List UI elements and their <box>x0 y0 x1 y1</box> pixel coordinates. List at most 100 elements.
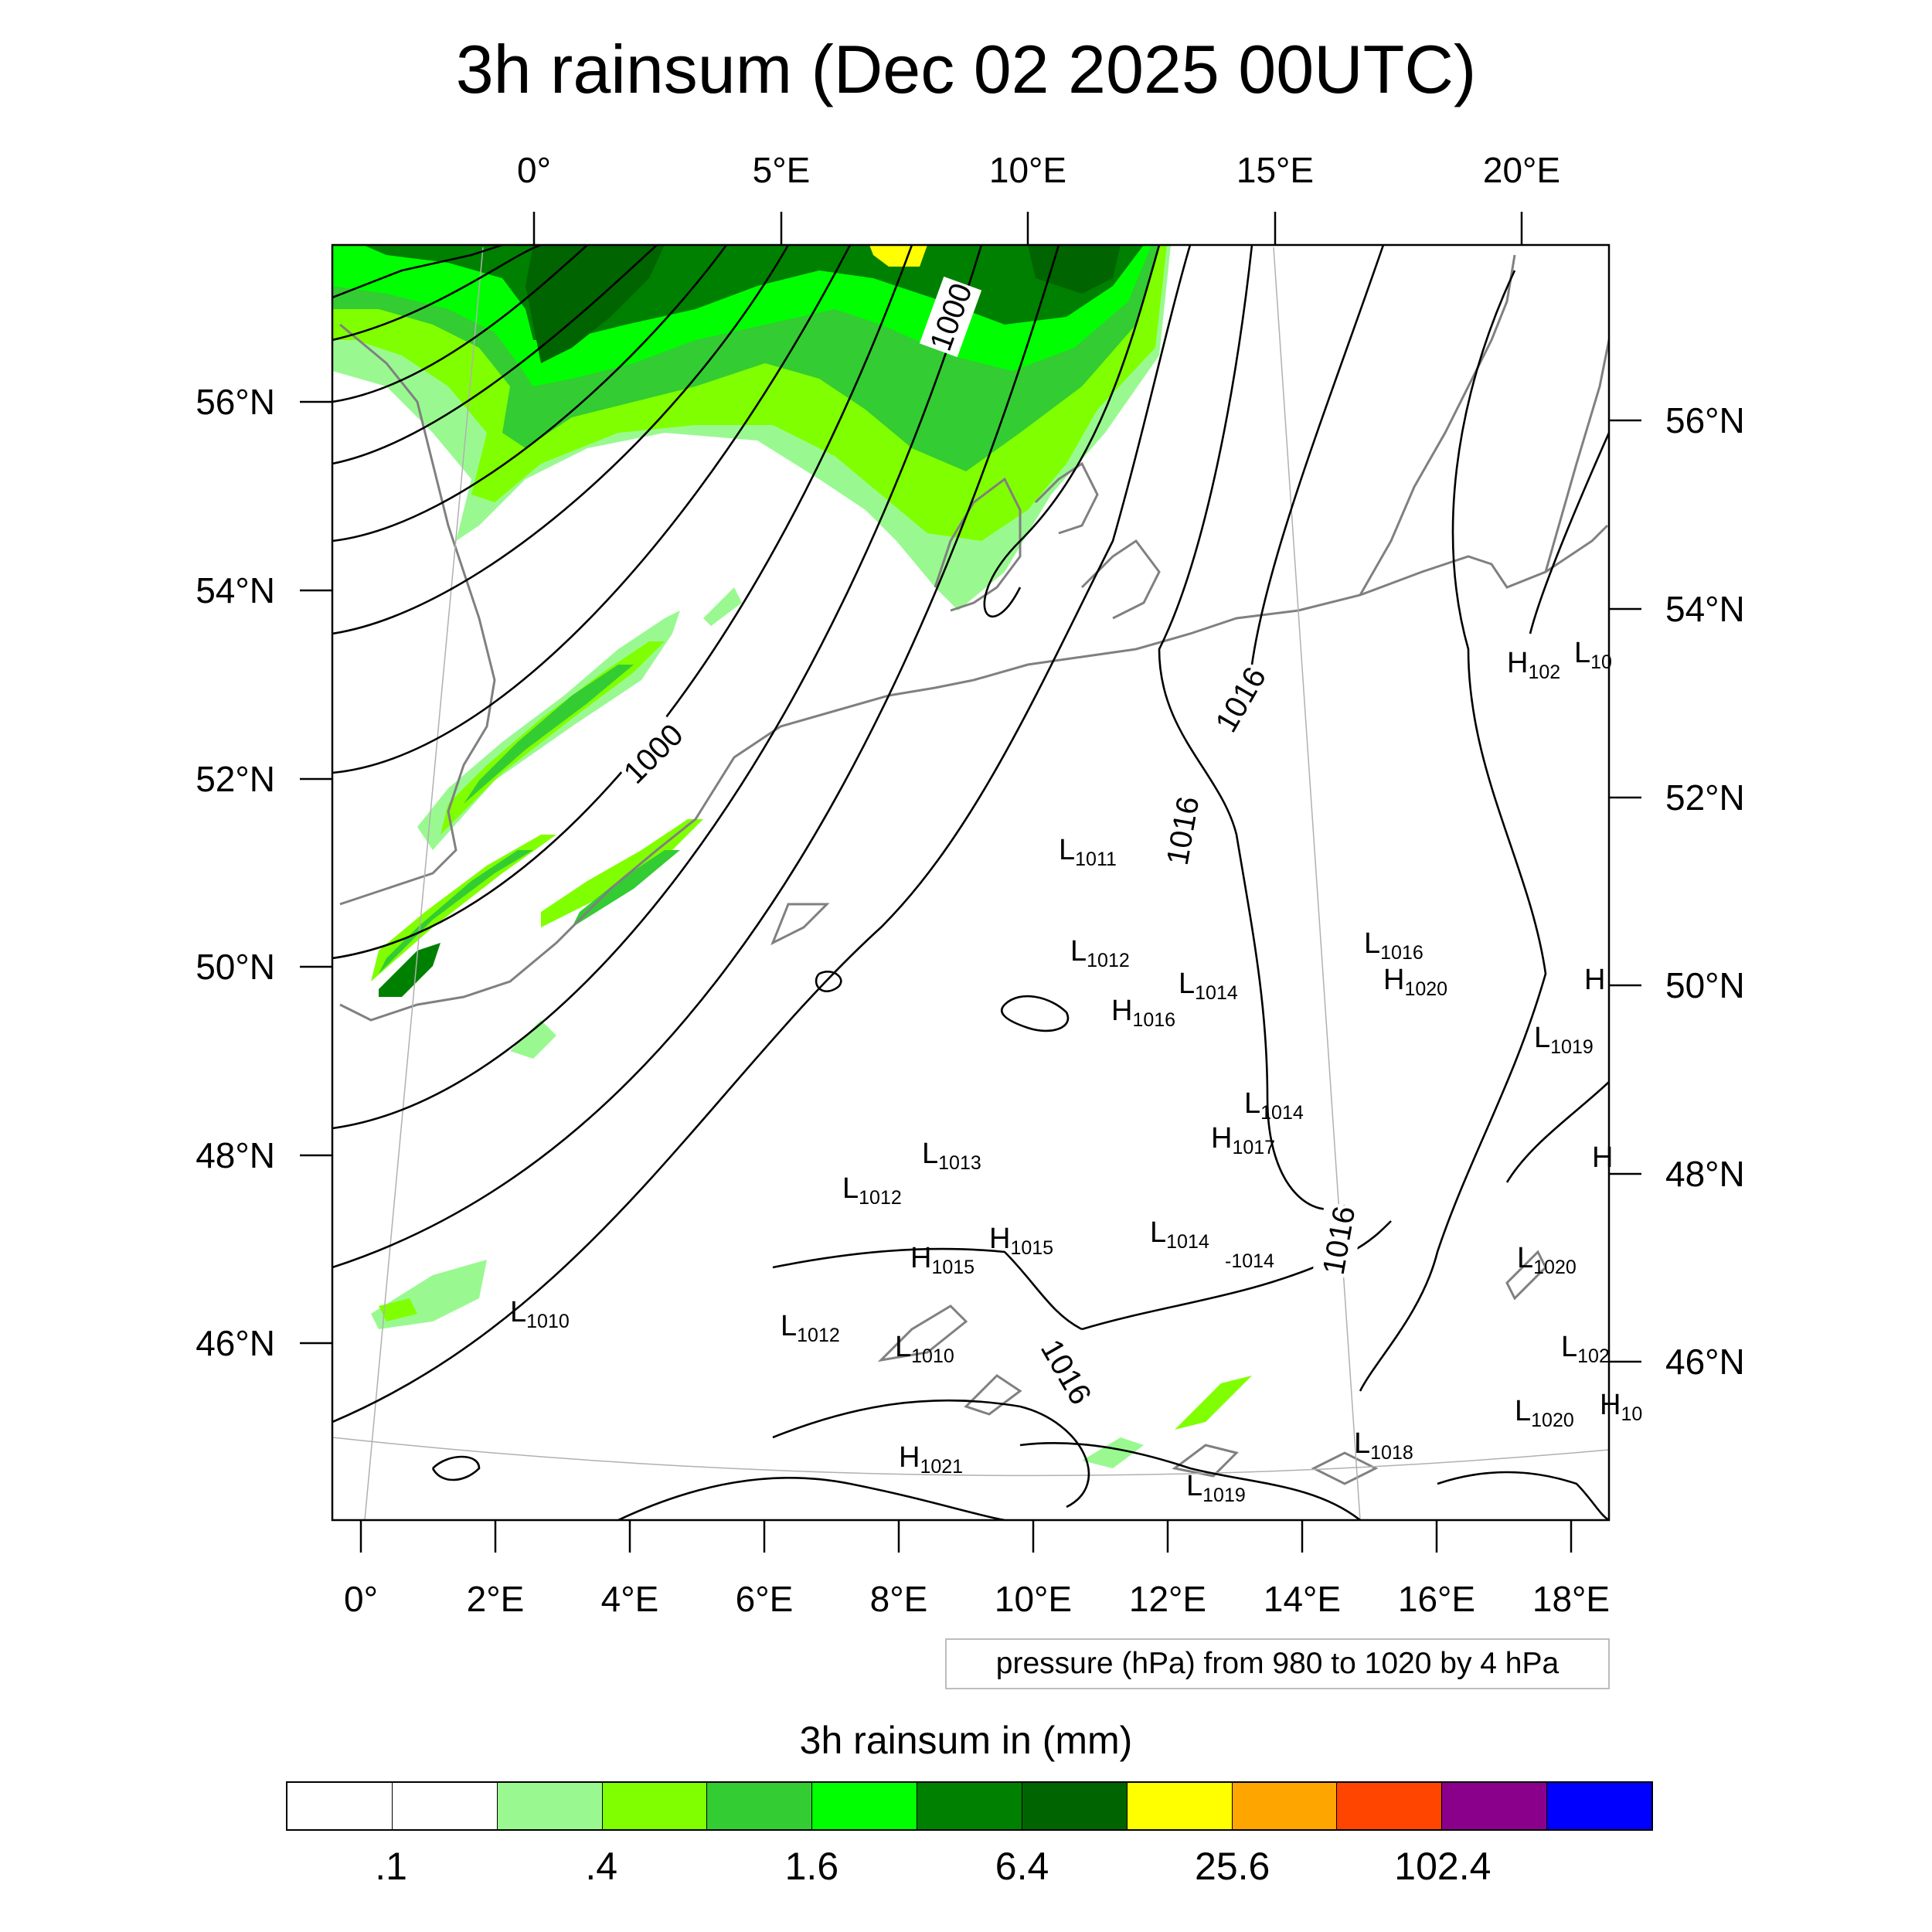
isobar <box>332 245 1060 1269</box>
isobar <box>332 245 588 403</box>
rain-area <box>510 1020 556 1059</box>
pressure-center-type: H <box>1111 995 1132 1027</box>
rain-area <box>572 850 680 927</box>
bottom-longitude-label: 6°E <box>736 1579 794 1619</box>
pressure-center-type: L <box>1561 1331 1577 1363</box>
pressure-center-type: L <box>1179 968 1195 1000</box>
colorbar-box <box>1441 1783 1547 1829</box>
bottom-longitude-label: 16°E <box>1398 1579 1475 1619</box>
right-latitude-label: 56°N <box>1665 400 1745 440</box>
bottom-longitude-label: 4°E <box>601 1579 659 1619</box>
coastline <box>1080 539 1161 620</box>
pressure-center-type: L <box>1186 1470 1202 1502</box>
pressure-center-value: 1010 <box>911 1345 954 1367</box>
pressure-centers: L1011L1012L1014H1016L1016H1020L1019L1014… <box>510 637 1642 1506</box>
pressure-center-type: H <box>1211 1122 1232 1155</box>
pressure-center-value: 1014 <box>1195 982 1238 1004</box>
bottom-longitude-label: 14°E <box>1264 1579 1341 1619</box>
colorbar <box>286 1781 1653 1831</box>
isobar <box>815 971 842 992</box>
colorbar-label: 102.4 <box>1394 1845 1492 1888</box>
pressure-center: L1014 <box>1150 1216 1209 1253</box>
rain-area <box>379 943 440 997</box>
colorbar-box <box>287 1783 392 1829</box>
pressure-center-type: H <box>1592 1141 1613 1174</box>
isobar-layer <box>332 245 1609 1520</box>
isobar-label-bg <box>1205 658 1276 740</box>
rain-area <box>869 245 927 267</box>
pressure-center-type: H <box>1584 964 1605 996</box>
pressure-center-value: -1014 <box>1225 1250 1274 1272</box>
axis-labels: 0° 5°E 10°E 15°E 20°E 0° 2°E 4°E 6°E 8°E 10°E 12°E 1… <box>196 150 1745 1619</box>
pressure-center-type: H <box>899 1441 920 1474</box>
isobar <box>332 245 852 774</box>
top-longitude-label: 15°E <box>1236 150 1314 190</box>
pressure-center: H1020 <box>1383 964 1447 1000</box>
axis-ticks <box>300 212 1641 1553</box>
pressure-center-value: 10 <box>1590 651 1612 673</box>
pressure-center: H102 <box>1507 647 1560 683</box>
colorbar-box <box>601 1783 707 1829</box>
isobar <box>332 245 1192 1423</box>
isobar-label-bg <box>1031 1331 1102 1413</box>
pressure-center: H1017 <box>1211 1122 1275 1158</box>
isobar <box>1437 1471 1609 1520</box>
pressure-center-value: 1015 <box>1010 1237 1053 1259</box>
pressure-center-type: L <box>781 1310 797 1342</box>
isobar <box>1529 432 1609 634</box>
isobar <box>772 1399 1090 1509</box>
colorbar-label: .1 <box>375 1845 407 1888</box>
pressure-center-value: 1016 <box>1132 1009 1175 1031</box>
pressure-center-type: L <box>510 1296 526 1328</box>
pressure-center: L1014 <box>1179 968 1238 1004</box>
coastline <box>877 1304 968 1362</box>
pressure-center-type: L <box>1354 1427 1370 1460</box>
pressure-center: H1016 <box>1111 995 1175 1031</box>
colorbar-box <box>1231 1783 1337 1829</box>
parallel-line <box>332 1437 1609 1477</box>
pressure-center: H1021 <box>899 1441 963 1478</box>
rain-area <box>1028 245 1121 294</box>
pressure-center-value: 1016 <box>1380 942 1423 964</box>
top-longitude-label: 20°E <box>1483 150 1560 190</box>
pressure-center-type: L <box>1244 1087 1260 1120</box>
isobar <box>332 245 728 543</box>
left-latitude-label: 54°N <box>196 570 275 611</box>
bottom-longitude-label: 18°E <box>1532 1579 1610 1619</box>
left-latitude-label: 48°N <box>196 1135 275 1175</box>
map-frame-border <box>331 243 1611 1522</box>
right-latitude-label: 48°N <box>1665 1154 1745 1194</box>
pressure-center-type: H <box>910 1242 931 1274</box>
isobar-label: 1016 <box>1156 792 1209 869</box>
colorbar-box <box>811 1783 917 1829</box>
rain-area <box>379 1298 417 1321</box>
bottom-longitude-label: 2°E <box>467 1579 525 1619</box>
isobar <box>332 245 542 342</box>
pressure-center-type: L <box>895 1331 911 1363</box>
pressure-center: H1015 <box>910 1242 975 1278</box>
pressure-center: L1016 <box>1364 927 1423 964</box>
pressure-center-type: L <box>842 1172 859 1205</box>
coastline <box>1544 339 1609 573</box>
pressure-center-value: 1020 <box>1533 1257 1577 1278</box>
left-latitude-label: 50°N <box>196 947 275 987</box>
pressure-center: -1014 <box>1225 1250 1274 1272</box>
pressure-center-value: 1012 <box>797 1325 840 1346</box>
colorbar-box <box>1126 1783 1232 1829</box>
colorbar-label: 25.6 <box>1195 1845 1270 1888</box>
pressure-center-value: 102 <box>1577 1345 1610 1367</box>
rain-area <box>1175 1376 1252 1430</box>
pressure-center: L1012 <box>842 1172 902 1209</box>
isobar <box>332 245 983 1130</box>
pressure-center: L102 <box>1561 1331 1610 1367</box>
pressure-center-value: 1019 <box>1550 1036 1594 1058</box>
coastline <box>770 903 830 946</box>
right-latitude-label: 46°N <box>1665 1342 1745 1382</box>
right-latitude-label: 50°N <box>1665 965 1745 1005</box>
pressure-center-type: H <box>989 1223 1010 1255</box>
coastline <box>339 323 496 906</box>
isobar-label-bg <box>1156 792 1209 869</box>
pressure-center: L1018 <box>1354 1427 1413 1464</box>
colorbar-box <box>1021 1783 1127 1829</box>
